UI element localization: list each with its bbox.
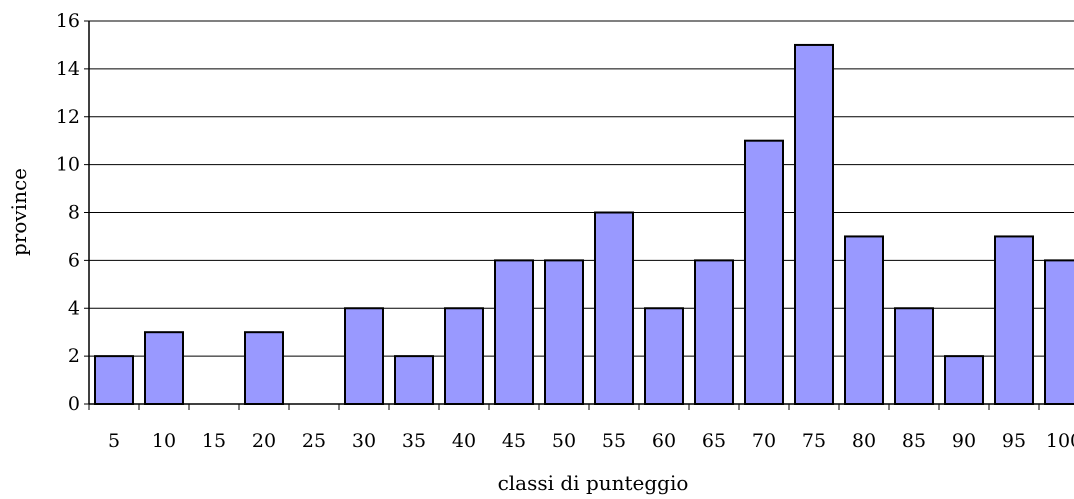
y-tick-label: 16 (56, 10, 80, 32)
x-tick-label: 70 (752, 430, 776, 452)
x-tick-label: 20 (252, 430, 276, 452)
y-tick-label: 14 (56, 58, 80, 80)
bar-95 (994, 235, 1034, 405)
bars (94, 43, 1074, 405)
x-axis-title: classi di punteggio (498, 471, 689, 495)
x-tick-label: 60 (652, 430, 676, 452)
bar-100 (1044, 259, 1074, 405)
y-tick-label: 6 (68, 249, 80, 271)
x-tick-label: 75 (802, 430, 826, 452)
y-tick-label: 12 (56, 106, 80, 128)
x-tick-label: 25 (302, 430, 326, 452)
x-tick-label: 95 (1002, 430, 1026, 452)
y-tick-label: 10 (56, 154, 80, 176)
bar-10 (144, 331, 184, 405)
bar-85 (894, 307, 934, 405)
x-tick-label: 10 (152, 430, 176, 452)
x-tick-label: 50 (552, 430, 576, 452)
y-axis-title: province (7, 168, 31, 256)
bar-50 (544, 259, 584, 405)
x-tick-label: 85 (902, 430, 926, 452)
bar-70 (744, 139, 784, 405)
bar-30 (344, 307, 384, 405)
bar-75 (794, 43, 834, 405)
bar-5 (94, 355, 134, 405)
y-tick-label: 2 (68, 345, 80, 367)
bar-90 (944, 355, 984, 405)
x-tick-label: 40 (452, 430, 476, 452)
x-tick-labels: 5 10 15 20 25 30 35 40 45 50 55 60 65 70 75 80 85 90 95 100 (108, 430, 1074, 452)
bar-35 (394, 355, 434, 405)
bar-60 (644, 307, 684, 405)
x-tick-label: 45 (502, 430, 526, 452)
y-tick-label: 0 (68, 393, 80, 415)
y-tick-label: 8 (68, 202, 80, 224)
bar-40 (444, 307, 484, 405)
y-tick-labels: 0 2 4 6 8 10 12 14 16 (56, 10, 80, 415)
x-tick-label: 80 (852, 430, 876, 452)
x-tick-label: 35 (402, 430, 426, 452)
x-tick-label: 100 (1046, 430, 1074, 452)
axes (84, 20, 1074, 410)
x-tick-label: 15 (202, 430, 226, 452)
x-tick-label: 5 (108, 430, 120, 452)
x-tick-label: 90 (952, 430, 976, 452)
bar-45 (494, 259, 534, 405)
x-tick-label: 65 (702, 430, 726, 452)
bar-55 (594, 211, 634, 405)
bar-65 (694, 259, 734, 405)
x-tick-label: 30 (352, 430, 376, 452)
bar-80 (844, 235, 884, 405)
x-tick-label: 55 (602, 430, 626, 452)
y-tick-label: 4 (68, 297, 80, 319)
bar-20 (244, 331, 284, 405)
